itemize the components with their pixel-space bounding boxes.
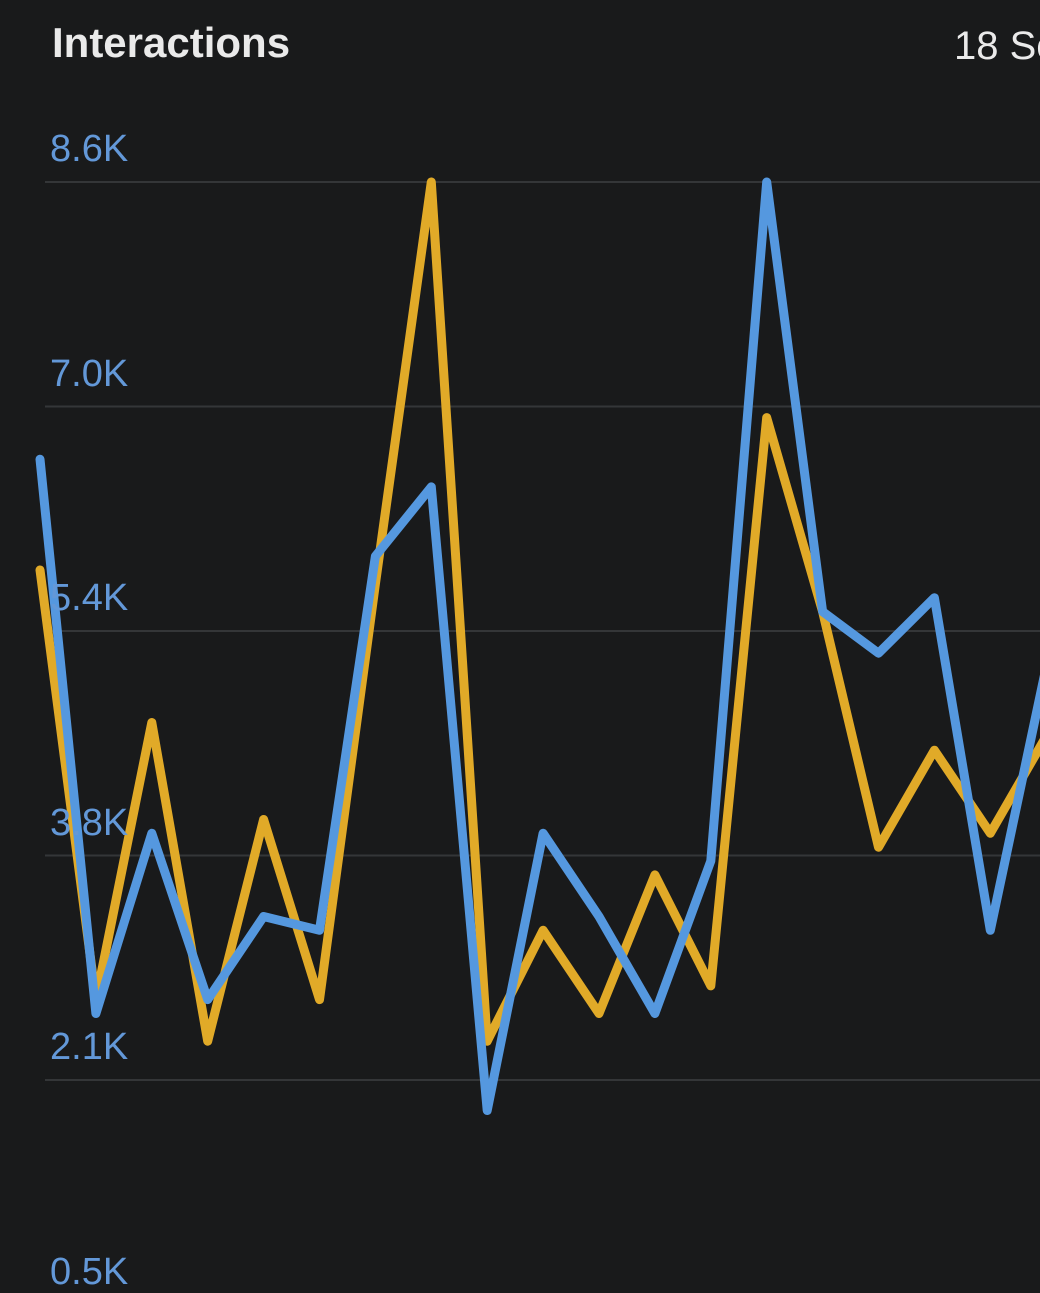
y-axis-label: 0.5K — [50, 1250, 129, 1293]
y-axis-label: 7.0K — [50, 352, 129, 395]
chart-title: Interactions — [52, 19, 291, 66]
date-range-label: 18 Se — [954, 24, 1040, 68]
y-axis-label: 3.8K — [50, 801, 129, 844]
y-axis-label: 8.6K — [50, 128, 129, 170]
blue-series-line — [35, 177, 1040, 1115]
y-axis-label: 5.4K — [50, 577, 129, 619]
y-axis-label: 2.1K — [50, 1026, 129, 1068]
yellow-series-line — [35, 177, 1040, 1046]
